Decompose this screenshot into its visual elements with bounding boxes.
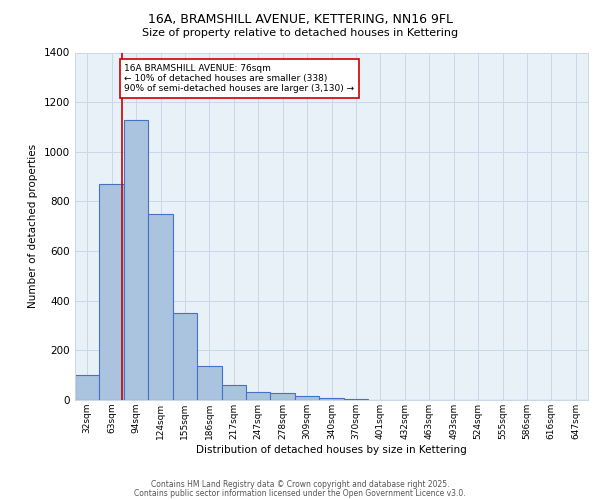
Bar [221, 385, 246, 400]
Bar [295, 396, 319, 400]
Bar [100, 184, 124, 400]
Bar [75, 375, 100, 400]
Y-axis label: Number of detached properties: Number of detached properties [28, 144, 38, 308]
Bar [319, 398, 344, 400]
Text: Contains public sector information licensed under the Open Government Licence v3: Contains public sector information licen… [134, 488, 466, 498]
Bar [124, 120, 148, 400]
Text: 16A BRAMSHILL AVENUE: 76sqm
← 10% of detached houses are smaller (338)
90% of se: 16A BRAMSHILL AVENUE: 76sqm ← 10% of det… [124, 64, 355, 94]
Bar [344, 399, 368, 400]
Bar [271, 393, 295, 400]
Bar [148, 214, 173, 400]
Bar [246, 392, 271, 400]
Text: Contains HM Land Registry data © Crown copyright and database right 2025.: Contains HM Land Registry data © Crown c… [151, 480, 449, 489]
Text: Size of property relative to detached houses in Kettering: Size of property relative to detached ho… [142, 28, 458, 38]
X-axis label: Distribution of detached houses by size in Kettering: Distribution of detached houses by size … [196, 444, 467, 454]
Text: 16A, BRAMSHILL AVENUE, KETTERING, NN16 9FL: 16A, BRAMSHILL AVENUE, KETTERING, NN16 9… [148, 12, 452, 26]
Bar [197, 366, 221, 400]
Bar [173, 313, 197, 400]
